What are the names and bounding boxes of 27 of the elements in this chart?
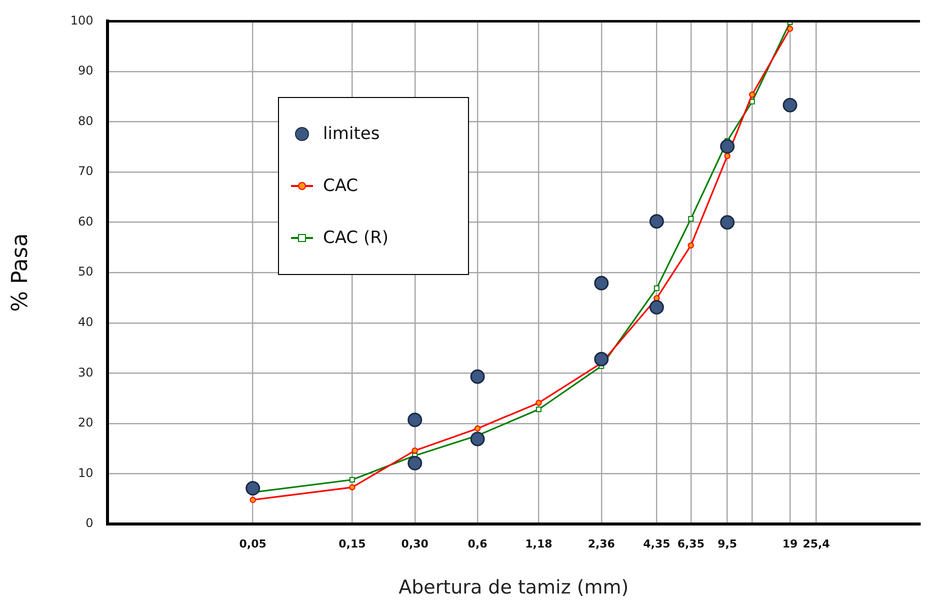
x-tick-label: 0,15 (338, 537, 366, 550)
y-tick-label: 90 (78, 64, 94, 78)
x-tick-label: 0,6 (468, 537, 488, 550)
x-tick-label: 1,18 (525, 537, 552, 550)
y-tick-label: 40 (78, 315, 94, 330)
y-tick-label: 0 (86, 516, 94, 530)
x-tick-label: 25,4 (802, 537, 830, 550)
x-axis-title: Abertura de tamiz (mm) (398, 576, 629, 599)
x-tick-label: 6,35 (677, 537, 704, 550)
legend-label: CAC (322, 176, 358, 196)
y-tick-label: 70 (78, 164, 94, 178)
y-tick-label: 10 (78, 466, 94, 480)
y-tick-label: 20 (78, 416, 94, 430)
legend-label: CAC (R) (322, 228, 389, 248)
y-tick-label: 50 (78, 264, 94, 279)
x-tick-label: 2,36 (588, 537, 616, 550)
y-tick-label: 100 (70, 13, 94, 28)
y-axis-title: % Pasa (8, 233, 33, 312)
x-tick-label: 19 (782, 537, 798, 550)
y-tick-label: 80 (78, 114, 94, 128)
x-tick-label: 4,35 (643, 537, 670, 550)
x-tick-label: 9,5 (718, 537, 738, 550)
legend-label: limites (322, 124, 380, 144)
y-tick-label: 30 (78, 365, 94, 380)
y-tick-label: 60 (78, 214, 94, 228)
x-tick-label: 0,05 (239, 537, 266, 550)
x-tick-label: 0,30 (401, 537, 429, 550)
